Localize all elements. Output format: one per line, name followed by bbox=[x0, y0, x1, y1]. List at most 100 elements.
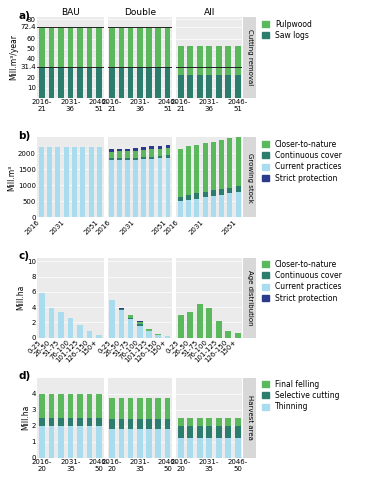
Text: Growing stock: Growing stock bbox=[247, 152, 253, 202]
Bar bbox=[39, 147, 44, 218]
Bar bbox=[203, 192, 208, 198]
Title: All: All bbox=[203, 8, 215, 16]
Bar bbox=[86, 394, 92, 417]
Bar bbox=[146, 330, 152, 332]
Bar bbox=[118, 419, 124, 428]
Bar bbox=[146, 398, 152, 419]
Bar bbox=[89, 147, 94, 218]
Bar bbox=[158, 148, 162, 156]
Bar bbox=[58, 312, 64, 338]
Bar bbox=[206, 46, 212, 75]
Bar bbox=[58, 28, 64, 67]
Bar bbox=[206, 426, 212, 438]
Bar bbox=[137, 324, 143, 326]
Bar bbox=[58, 67, 64, 98]
Bar bbox=[235, 46, 240, 75]
Bar bbox=[216, 320, 222, 338]
Y-axis label: Mill.m³: Mill.m³ bbox=[7, 164, 16, 190]
Bar bbox=[225, 438, 231, 458]
Bar bbox=[228, 188, 232, 194]
Bar bbox=[109, 28, 115, 67]
Bar bbox=[166, 156, 170, 158]
Bar bbox=[203, 198, 208, 218]
Bar bbox=[149, 156, 154, 158]
Bar bbox=[216, 438, 222, 458]
Bar bbox=[137, 419, 143, 428]
Bar bbox=[48, 67, 54, 98]
Bar bbox=[156, 428, 161, 458]
Bar bbox=[178, 426, 183, 438]
Bar bbox=[137, 326, 143, 338]
Legend: Final felling, Selective cutting, Thinning: Final felling, Selective cutting, Thinni… bbox=[262, 380, 339, 412]
Bar bbox=[118, 398, 124, 419]
Bar bbox=[197, 438, 203, 458]
Bar bbox=[125, 151, 130, 158]
Bar bbox=[225, 426, 231, 438]
Bar bbox=[178, 202, 183, 218]
Bar bbox=[146, 329, 152, 330]
Bar bbox=[109, 150, 114, 152]
Bar bbox=[206, 438, 212, 458]
Bar bbox=[216, 426, 222, 438]
Bar bbox=[165, 398, 170, 419]
Bar bbox=[165, 67, 170, 98]
Bar bbox=[77, 394, 83, 417]
Bar bbox=[96, 418, 102, 426]
Bar bbox=[72, 147, 77, 218]
Bar bbox=[165, 336, 170, 338]
Bar bbox=[56, 147, 61, 218]
Bar bbox=[178, 316, 183, 338]
Bar bbox=[219, 195, 224, 218]
Title: BAU: BAU bbox=[61, 8, 80, 16]
Text: Harvest area: Harvest area bbox=[247, 395, 253, 440]
Bar bbox=[211, 196, 216, 218]
Bar bbox=[197, 426, 203, 438]
Text: b): b) bbox=[18, 131, 31, 141]
Bar bbox=[137, 428, 143, 458]
Bar bbox=[77, 67, 83, 98]
Bar bbox=[225, 46, 231, 75]
Bar bbox=[156, 335, 161, 338]
Text: a): a) bbox=[18, 11, 30, 21]
Bar bbox=[142, 160, 146, 218]
Bar bbox=[225, 332, 231, 338]
Bar bbox=[158, 146, 162, 148]
Bar bbox=[166, 148, 170, 156]
Bar bbox=[228, 138, 232, 188]
Bar bbox=[216, 418, 222, 426]
Bar bbox=[118, 308, 124, 310]
Bar bbox=[96, 27, 102, 67]
Bar bbox=[178, 46, 183, 75]
Bar bbox=[187, 46, 193, 75]
Bar bbox=[166, 145, 170, 148]
Bar bbox=[156, 419, 161, 428]
Bar bbox=[194, 194, 199, 198]
Bar bbox=[77, 326, 83, 338]
Bar bbox=[133, 151, 138, 158]
Bar bbox=[149, 158, 154, 218]
Bar bbox=[194, 145, 199, 194]
Bar bbox=[86, 426, 92, 458]
Bar bbox=[235, 75, 240, 98]
Bar bbox=[97, 147, 102, 218]
Bar bbox=[197, 304, 203, 338]
Bar bbox=[39, 426, 45, 458]
Bar bbox=[137, 398, 143, 419]
Bar bbox=[149, 146, 154, 149]
Bar bbox=[48, 28, 54, 67]
Bar bbox=[158, 156, 162, 158]
Bar bbox=[117, 160, 122, 218]
Bar bbox=[86, 332, 92, 338]
Bar bbox=[178, 75, 183, 98]
Bar bbox=[117, 158, 122, 160]
Bar bbox=[187, 75, 193, 98]
Bar bbox=[146, 419, 152, 428]
Bar bbox=[216, 46, 222, 75]
Bar bbox=[96, 67, 102, 98]
Bar bbox=[68, 418, 73, 426]
Bar bbox=[197, 46, 203, 75]
Bar bbox=[156, 27, 161, 67]
Bar bbox=[68, 67, 73, 98]
Bar bbox=[142, 150, 146, 158]
Bar bbox=[206, 308, 212, 338]
